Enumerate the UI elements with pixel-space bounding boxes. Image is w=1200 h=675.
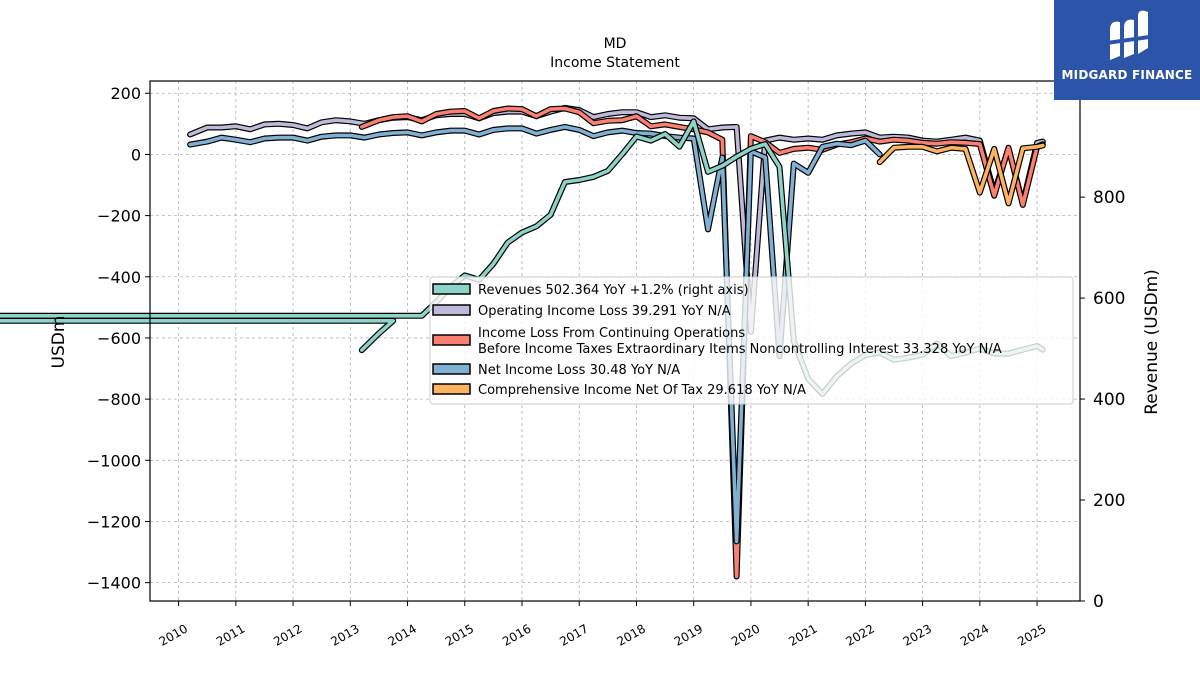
x-tick-label: 2021 bbox=[786, 621, 819, 648]
y-tick-label: −200 bbox=[97, 207, 141, 226]
midgard-logo-icon bbox=[1105, 10, 1153, 60]
x-tick-label: 2024 bbox=[958, 621, 991, 648]
legend-label: Before Income Taxes Extraordinary Items … bbox=[478, 342, 1002, 357]
y-right-tick-label: 200 bbox=[1093, 491, 1125, 511]
x-tick-label: 2022 bbox=[843, 621, 876, 648]
x-tick-label: 2013 bbox=[328, 621, 361, 648]
midgard-finance-logo: MIDGARD FINANCE bbox=[1054, 0, 1200, 100]
legend-label: Income Loss From Continuing Operations bbox=[478, 326, 745, 341]
x-tick-label: 2014 bbox=[386, 621, 419, 648]
y-tick-label: 200 bbox=[110, 84, 141, 103]
x-tick-label: 2017 bbox=[557, 621, 590, 648]
y-axis-left: 200 0 −200 −400 −600 −800 −1000 −1200 −1400 bbox=[87, 84, 150, 593]
y-right-tick-label: 600 bbox=[1093, 289, 1125, 309]
series-line bbox=[359, 106, 1045, 579]
y-axis-right: 800 600 400 200 0 bbox=[1080, 188, 1125, 612]
plot-frame bbox=[149, 80, 1081, 602]
x-tick-label: 2019 bbox=[672, 621, 705, 648]
y-tick-label: −1000 bbox=[87, 451, 141, 470]
x-tick-label: 2011 bbox=[214, 621, 247, 648]
legend-label: Net Income Loss 30.48 YoY N/A bbox=[478, 363, 680, 378]
x-tick-label: 2025 bbox=[1015, 621, 1048, 648]
legend-swatch bbox=[432, 383, 471, 395]
y-right-tick-label: 0 bbox=[1093, 592, 1104, 612]
x-axis: 2010 2011 2012 2013 2014 2015 2016 2017 2018 2019… bbox=[157, 601, 1049, 649]
legend-swatch bbox=[432, 363, 471, 375]
x-tick-label: 2015 bbox=[443, 621, 476, 648]
legend-label: Revenues 502.364 YoY +1.2% (right axis) bbox=[478, 283, 749, 298]
y-tick-label: −1400 bbox=[87, 574, 141, 593]
legend-label: Operating Income Loss 39.291 YoY N/A bbox=[478, 304, 731, 319]
series-net-income-loss bbox=[187, 123, 883, 545]
y-tick-label: 0 bbox=[131, 145, 141, 164]
x-tick-label: 2020 bbox=[729, 621, 762, 648]
legend-swatch bbox=[432, 304, 471, 316]
legend-swatch bbox=[432, 283, 471, 295]
y-axis-right-label: Revenue (USDm) bbox=[1142, 269, 1162, 415]
series-line bbox=[877, 143, 1045, 206]
series-line bbox=[188, 125, 882, 544]
chart-subtitle: Income Statement bbox=[550, 55, 680, 71]
legend: Revenues 502.364 YoY +1.2% (right axis) O… bbox=[429, 276, 1074, 405]
y-right-tick-label: 400 bbox=[1093, 390, 1125, 410]
x-tick-label: 2010 bbox=[157, 621, 190, 648]
legend-box bbox=[429, 276, 1074, 405]
x-tick-label: 2023 bbox=[901, 621, 934, 648]
legend-label: Comprehensive Income Net Of Tax 29.618 Y… bbox=[478, 383, 806, 398]
y-tick-label: −800 bbox=[97, 390, 141, 409]
chart-title: MD bbox=[604, 36, 627, 52]
x-tick-label: 2012 bbox=[271, 621, 304, 648]
series-comprehensive-income-net-of-tax bbox=[876, 142, 1046, 207]
y-right-tick-label: 800 bbox=[1093, 188, 1125, 208]
x-tick-label: 2018 bbox=[615, 621, 648, 648]
y-tick-label: −400 bbox=[97, 268, 141, 287]
x-tick-label: 2016 bbox=[500, 621, 533, 648]
logo-text: MIDGARD FINANCE bbox=[1061, 68, 1193, 82]
y-tick-label: −600 bbox=[97, 329, 141, 348]
series-income-loss-from-continuing-operations-b bbox=[358, 105, 1046, 580]
legend-swatch bbox=[432, 334, 471, 346]
y-tick-label: −1200 bbox=[87, 512, 141, 531]
y-axis-label: USDm bbox=[49, 316, 69, 369]
